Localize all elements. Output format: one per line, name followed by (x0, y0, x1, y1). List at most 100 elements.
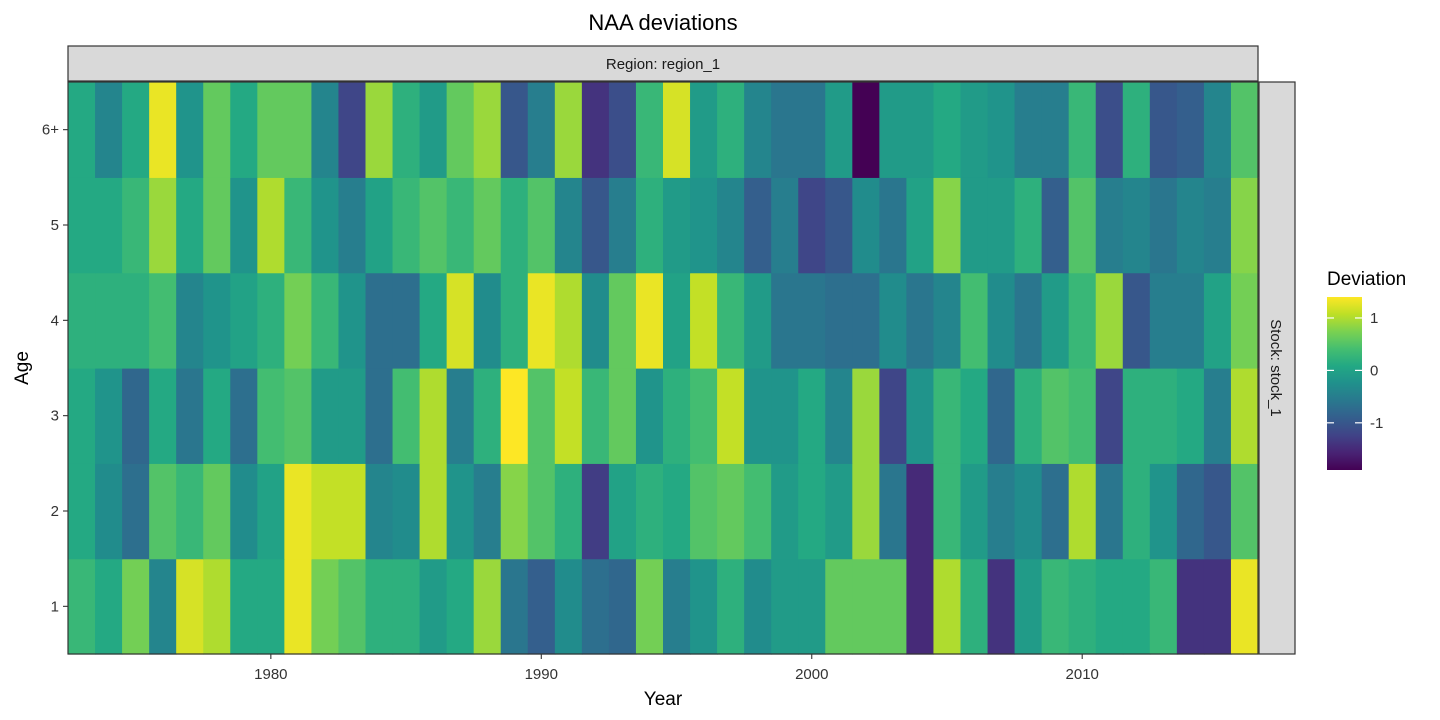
heatmap-cell (960, 177, 989, 274)
legend-colorbar (1327, 297, 1362, 470)
heatmap-cell (1095, 463, 1124, 560)
heatmap-cell (1149, 368, 1178, 464)
heatmap-cell (825, 558, 853, 655)
heatmap-cell (392, 82, 421, 178)
heatmap-cell (690, 82, 718, 178)
heatmap-cell (419, 463, 448, 560)
heatmap-cell (879, 177, 908, 274)
heatmap-cell (365, 82, 394, 178)
heatmap-cell (176, 558, 204, 655)
heatmap-cell (608, 463, 637, 560)
heatmap-cell (1122, 272, 1151, 369)
heatmap-cell (744, 463, 772, 560)
heatmap-cell (663, 463, 691, 560)
heatmap-cell (581, 82, 610, 178)
heatmap-cell (717, 272, 745, 369)
heatmap-cell (771, 463, 799, 560)
heatmap-cell (284, 558, 313, 655)
legend-tick-label: -1 (1370, 415, 1383, 432)
heatmap-cell (1176, 272, 1205, 369)
heatmap-cell (257, 558, 285, 655)
heatmap-cell (203, 82, 231, 178)
heatmap-cell (717, 463, 745, 560)
heatmap-cell (1068, 558, 1097, 655)
heatmap-cell (500, 463, 529, 560)
heatmap-cell (257, 463, 285, 560)
heatmap-cell (717, 82, 745, 178)
heatmap-cell (581, 272, 610, 369)
heatmap-cell (690, 463, 718, 560)
heatmap-cell (608, 368, 637, 464)
heatmap-cell (1095, 558, 1124, 655)
heatmap-cell (554, 463, 583, 560)
heatmap-cell (581, 558, 610, 655)
heatmap-cell (419, 368, 448, 464)
heatmap-cell (473, 82, 502, 178)
heatmap-cell (663, 177, 691, 274)
heatmap-cell (1149, 463, 1178, 560)
heatmap-cell (987, 177, 1016, 274)
heatmap-cell (176, 82, 204, 178)
heatmap-cell (203, 272, 231, 369)
heatmap-cell (500, 558, 529, 655)
heatmap-cell (1014, 463, 1043, 560)
heatmap-cell (95, 82, 123, 178)
heatmap-cell (203, 177, 231, 274)
heatmap-cell (365, 463, 394, 560)
heatmap-cell (338, 463, 367, 560)
heatmap-cell (257, 272, 285, 369)
heatmap-cell (933, 463, 962, 560)
heatmap-cell (1068, 368, 1097, 464)
heatmap-cell (879, 82, 908, 178)
heatmap-cell (1122, 463, 1151, 560)
heatmap-cell (365, 272, 394, 369)
heatmap-cell (581, 177, 610, 274)
heatmap-cell (257, 368, 285, 464)
heatmap-cell (473, 463, 502, 560)
heatmap-cell (798, 82, 826, 178)
heatmap-cell (230, 177, 258, 274)
heatmap-cell (392, 272, 421, 369)
heatmap-cell (446, 558, 475, 655)
chart-title: NAA deviations (588, 10, 737, 35)
heatmap-cell (473, 558, 502, 655)
heatmap-cell (852, 177, 880, 274)
heatmap-cell (906, 463, 935, 560)
heatmap-cell (500, 368, 529, 464)
heatmap-cell (284, 368, 313, 464)
heatmap-cell (473, 177, 502, 274)
heatmap-cell (1230, 82, 1259, 178)
heatmap-cell (1149, 558, 1178, 655)
heatmap-cell (419, 272, 448, 369)
heatmap-cell (446, 177, 475, 274)
heatmap-cell (284, 82, 313, 178)
heatmap-cell (798, 177, 826, 274)
heatmap-cell (230, 463, 258, 560)
heatmap-cell (798, 463, 826, 560)
heatmap-cell (906, 368, 935, 464)
heatmap-cell (68, 272, 96, 369)
heatmap-cell (122, 82, 150, 178)
heatmap-cell (203, 558, 231, 655)
heatmap-cell (852, 272, 880, 369)
heatmap-cell (1041, 177, 1070, 274)
heatmap-cell (690, 558, 718, 655)
heatmap-cell (311, 82, 340, 178)
facet-strip-right (1258, 81, 1296, 655)
facet-strip-top (67, 45, 1259, 82)
heatmap-cell (1014, 82, 1043, 178)
heatmap-cell (987, 272, 1016, 369)
legend-title: Deviation (1327, 269, 1406, 290)
heatmap-cell (1176, 368, 1205, 464)
heatmap-cell (852, 368, 880, 464)
heatmap-cell (879, 558, 908, 655)
heatmap-cell (230, 368, 258, 464)
heatmap-cell (1095, 177, 1124, 274)
facet-label-stock: Stock: stock_1 (1267, 319, 1284, 417)
heatmap-cell (149, 463, 177, 560)
heatmap-cell (635, 177, 664, 274)
heatmap-cell (500, 177, 529, 274)
heatmap-cell (68, 368, 96, 464)
heatmap-cell (879, 463, 908, 560)
heatmap-cell (95, 463, 123, 560)
